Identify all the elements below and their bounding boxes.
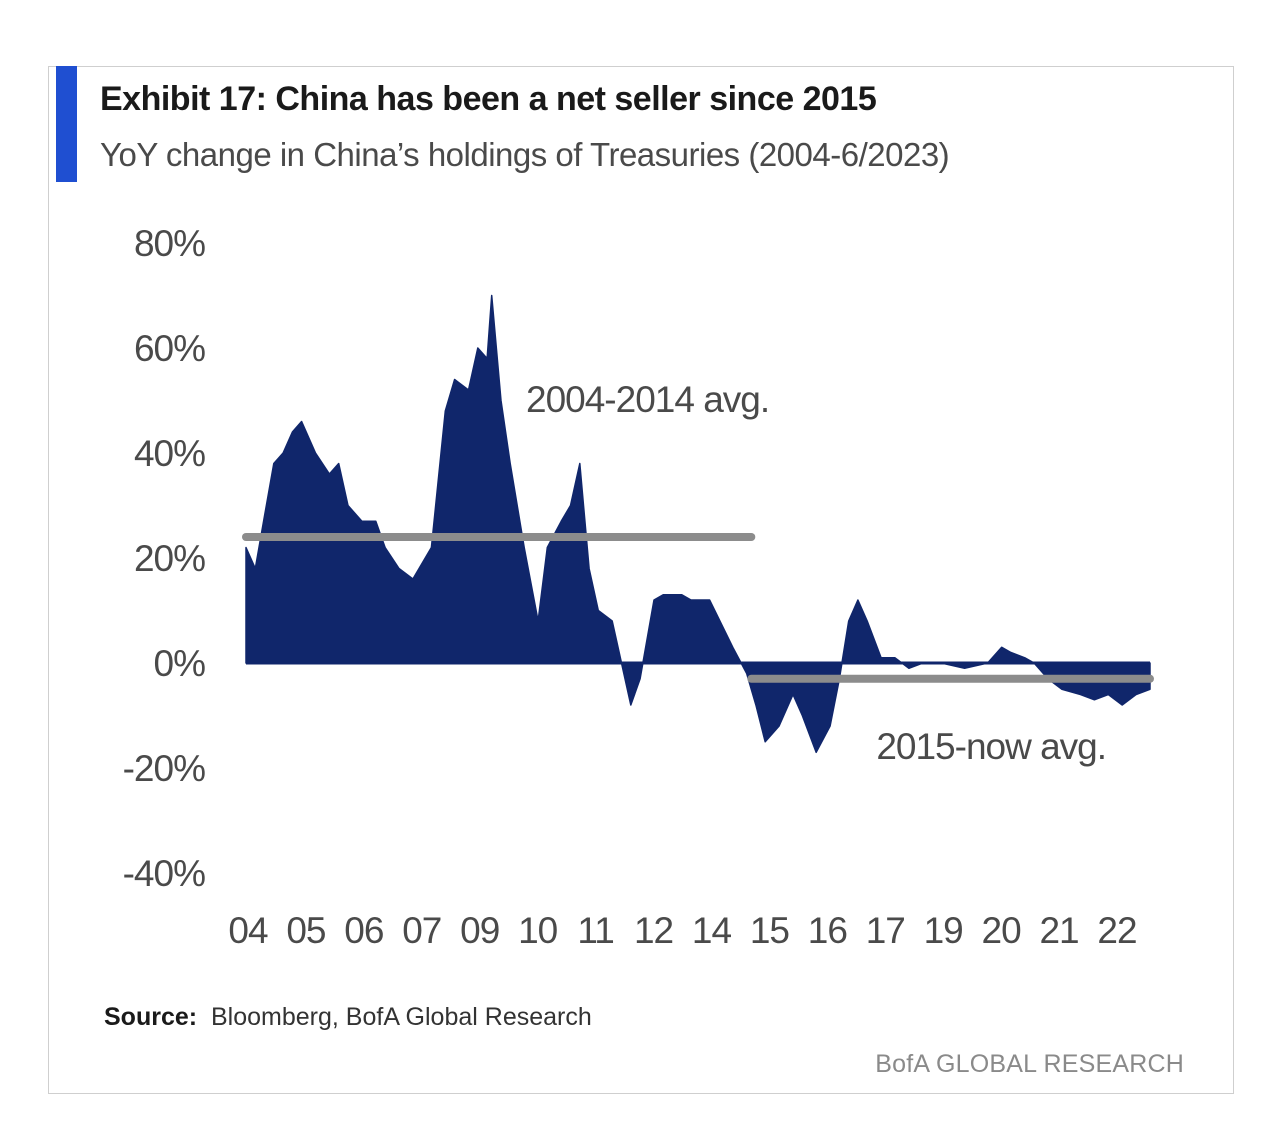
footer-brand: BofA GLOBAL RESEARCH bbox=[875, 1050, 1184, 1078]
x-tick-label: 22 bbox=[1097, 910, 1136, 951]
source-note: Source: Bloomberg, BofA Global Research bbox=[104, 1003, 592, 1032]
y-tick-label: 20% bbox=[134, 538, 205, 579]
y-tick-label: 60% bbox=[134, 328, 205, 369]
y-axis: 80% 60% 40% 20% 0% -20% -40% bbox=[123, 223, 206, 894]
x-tick-label: 07 bbox=[402, 910, 441, 951]
x-tick-label: 15 bbox=[750, 910, 790, 951]
chart-subtitle: YoY change in China’s holdings of Treasu… bbox=[100, 136, 950, 173]
source-text: Bloomberg, BofA Global Research bbox=[211, 1003, 592, 1031]
x-tick-label: 16 bbox=[808, 910, 847, 951]
source-label: Source: bbox=[104, 1003, 198, 1031]
x-tick-label: 12 bbox=[634, 910, 673, 951]
accent-bar bbox=[56, 66, 77, 182]
chart-title: Exhibit 17: China has been a net seller … bbox=[100, 80, 877, 118]
x-tick-label: 10 bbox=[518, 910, 558, 951]
y-tick-label: 80% bbox=[134, 223, 205, 264]
y-tick-label: -20% bbox=[123, 748, 205, 789]
series-area bbox=[245, 294, 1151, 754]
x-tick-label: 11 bbox=[577, 910, 613, 951]
y-tick-label: 0% bbox=[154, 643, 206, 684]
x-tick-label: 14 bbox=[692, 910, 732, 951]
avg-label-2015-now: 2015-now avg. bbox=[876, 726, 1106, 767]
x-tick-label: 19 bbox=[924, 910, 963, 951]
x-tick-label: 20 bbox=[982, 910, 1022, 951]
y-tick-label: -40% bbox=[123, 853, 205, 894]
x-tick-label: 05 bbox=[286, 910, 326, 951]
x-tick-label: 21 bbox=[1039, 910, 1078, 951]
x-tick-label: 17 bbox=[866, 910, 905, 951]
x-tick-label: 04 bbox=[228, 910, 268, 951]
avg-label-2004-2014: 2004-2014 avg. bbox=[526, 379, 769, 420]
x-tick-label: 09 bbox=[460, 910, 499, 951]
x-tick-label: 06 bbox=[344, 910, 383, 951]
y-tick-label: 40% bbox=[134, 433, 205, 474]
x-axis: 04 05 06 07 09 10 11 12 14 15 16 17 19 20 21 22 bbox=[228, 910, 1137, 951]
